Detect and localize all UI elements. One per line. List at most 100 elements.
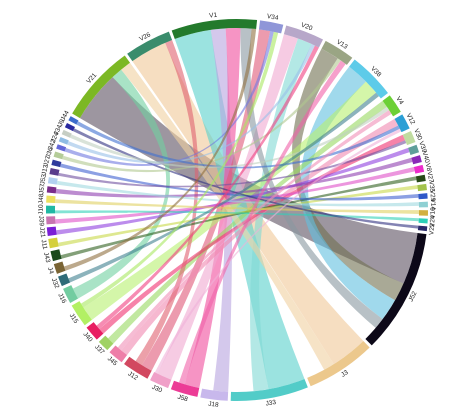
chord-link-v1-j4 bbox=[64, 28, 257, 271]
sector-j3 bbox=[307, 340, 370, 387]
sector-label-v40: V40 bbox=[421, 151, 431, 164]
sector-label-v8: V8 bbox=[424, 163, 433, 173]
sector-label-v20: V20 bbox=[300, 22, 314, 33]
sector-v21 bbox=[72, 55, 131, 119]
sector-label-j10: J10 bbox=[38, 204, 45, 215]
sector-j4 bbox=[53, 261, 66, 274]
sector-j43 bbox=[50, 249, 62, 262]
sector-v22 bbox=[417, 225, 428, 232]
sector-label-j15: J15 bbox=[68, 312, 80, 325]
sector-label-j48: J48 bbox=[38, 193, 46, 204]
chord-link-v12-j44 bbox=[76, 121, 400, 169]
sector-label-v4: V4 bbox=[394, 96, 404, 107]
sector-j45 bbox=[109, 345, 128, 363]
sector-label-j18: J18 bbox=[208, 401, 220, 409]
sector-j42 bbox=[56, 144, 67, 152]
sector-v30 bbox=[402, 131, 416, 146]
sector-j10 bbox=[46, 205, 56, 214]
sector-v12 bbox=[394, 114, 410, 133]
sector-j24 bbox=[58, 136, 69, 145]
sector-j18 bbox=[200, 388, 229, 401]
sector-j16 bbox=[63, 285, 79, 303]
chord-sectors bbox=[46, 19, 428, 401]
sector-j37 bbox=[98, 335, 114, 351]
chord-link-v21-j3 bbox=[121, 62, 334, 370]
sector-label-j52: J52 bbox=[408, 290, 419, 303]
sector-label-j11: J11 bbox=[40, 239, 49, 250]
sector-j52 bbox=[365, 232, 427, 346]
sector-label-j33: J33 bbox=[265, 399, 277, 408]
sector-v29 bbox=[418, 193, 428, 200]
sector-j27 bbox=[51, 159, 62, 168]
sector-label-v30: V30 bbox=[412, 128, 423, 142]
sector-label-j21: J21 bbox=[38, 227, 46, 239]
sector-label-j57: J57 bbox=[38, 183, 46, 195]
chord-link-v24-j10 bbox=[55, 210, 419, 222]
chord-link-v20-j24 bbox=[67, 44, 315, 164]
sector-label-v29: V29 bbox=[428, 190, 436, 202]
sector-label-j4: J4 bbox=[46, 266, 55, 275]
chord-link-v1-j18 bbox=[210, 28, 233, 392]
sector-v39 bbox=[408, 144, 420, 155]
chord-link-v27-j43 bbox=[60, 176, 417, 259]
sector-j36 bbox=[53, 151, 64, 160]
chord-link-v39-j21 bbox=[56, 147, 410, 235]
sector-v27 bbox=[415, 174, 426, 183]
chord-link-v34-j12 bbox=[141, 29, 271, 371]
sector-label-j3: J3 bbox=[340, 369, 350, 379]
sector-label-j43: J43 bbox=[42, 252, 51, 264]
sector-v13 bbox=[321, 40, 353, 65]
sector-j58 bbox=[170, 380, 200, 397]
sector-label-j53: J53 bbox=[39, 173, 48, 185]
sector-label-j36: J36 bbox=[45, 146, 55, 158]
sector-v1 bbox=[171, 19, 258, 39]
sector-label-j9: J9 bbox=[57, 118, 66, 128]
sector-label-v22: V22 bbox=[428, 223, 436, 236]
chord-link-v29-j27 bbox=[60, 163, 419, 201]
sector-j48 bbox=[46, 195, 56, 203]
sector-label-v35: V35 bbox=[427, 180, 435, 193]
sector-j39 bbox=[46, 216, 56, 225]
sector-j12 bbox=[124, 356, 152, 379]
sector-j11 bbox=[48, 237, 59, 249]
chord-links bbox=[55, 27, 419, 392]
sector-label-v14: V14 bbox=[429, 198, 436, 210]
sector-j34 bbox=[61, 129, 72, 138]
chord-link-v21-j16 bbox=[72, 69, 170, 299]
sector-v40 bbox=[411, 155, 422, 165]
chord-link-v1-j33 bbox=[174, 29, 305, 390]
sector-j30 bbox=[150, 372, 172, 389]
sector-label-v27: V27 bbox=[426, 171, 435, 184]
chord-link-v35-j11 bbox=[57, 185, 418, 247]
sector-label-j32: J32 bbox=[50, 277, 61, 290]
sector-v20 bbox=[283, 25, 324, 48]
sector-label-j58: J58 bbox=[177, 394, 189, 404]
sector-label-v39: V39 bbox=[417, 140, 427, 154]
sector-v10 bbox=[418, 210, 428, 216]
sector-label-v26: V26 bbox=[138, 31, 152, 43]
chord-link-v20-j33 bbox=[250, 38, 312, 392]
sector-j32 bbox=[58, 273, 71, 287]
sector-label-j30: J30 bbox=[151, 384, 164, 395]
sector-v14 bbox=[418, 201, 428, 208]
sector-label-v24: V24 bbox=[429, 215, 437, 227]
sector-j33 bbox=[230, 379, 308, 401]
sector-j40 bbox=[86, 322, 104, 340]
sector-j57 bbox=[46, 186, 57, 194]
sector-v38 bbox=[349, 59, 388, 99]
sector-label-v10: V10 bbox=[430, 207, 437, 219]
chord-link-v1-j58 bbox=[184, 27, 241, 389]
chord-link-v10-j48 bbox=[55, 199, 419, 214]
chord-link-v8-j39 bbox=[55, 166, 415, 224]
sector-label-v1: V1 bbox=[209, 12, 218, 20]
sector-j44 bbox=[68, 116, 79, 125]
sector-v4 bbox=[382, 95, 401, 117]
chord-link-v21-j52 bbox=[79, 77, 418, 284]
sector-v35 bbox=[417, 183, 427, 192]
sector-j13 bbox=[49, 167, 60, 176]
sector-label-j16: J16 bbox=[56, 292, 67, 305]
sector-v24 bbox=[418, 218, 428, 224]
sector-label-j24: J24 bbox=[50, 131, 61, 144]
sector-label-v34: V34 bbox=[266, 13, 279, 22]
